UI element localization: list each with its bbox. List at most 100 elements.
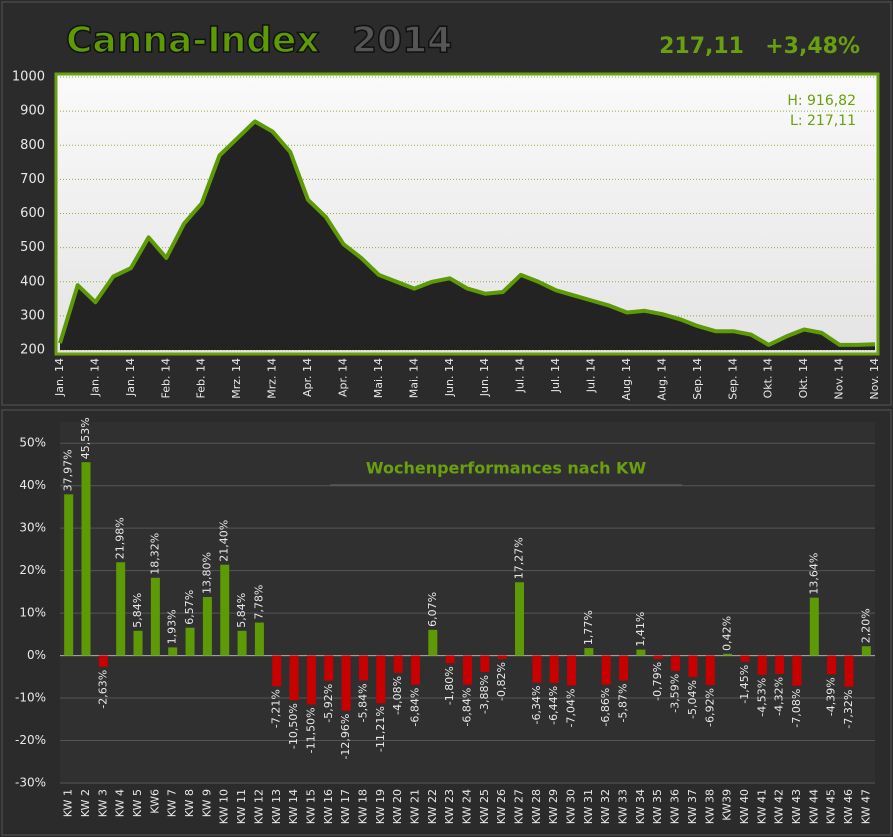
x-tick-label: KW 28 [530,789,543,824]
line [58,119,876,347]
x-tick-label: KW 30 [565,789,578,824]
bar [237,630,247,656]
bar [549,655,559,683]
x-tick-label: KW 21 [408,789,421,824]
x-tick-label: KW 29 [547,789,560,824]
x-tick-label: Jul. 14 [585,358,598,393]
value-label: 1,77% [582,610,595,645]
x-tick-label: KW 35 [651,789,664,824]
x-tick-label: KW 41 [755,789,768,824]
x-tick-label: Nov. 14 [833,358,846,400]
x-tick-label: KW 33 [617,789,630,824]
value-label: -5,04% [686,680,699,719]
y-tick-label: -30% [15,776,46,790]
x-tick-label: KW 20 [391,789,404,824]
bar [428,629,438,656]
value-label: 18,32% [148,533,161,575]
bar [376,655,386,704]
x-tick-label: KW6 [148,789,161,814]
bar [653,655,663,659]
bar [150,577,160,656]
bar [844,655,854,687]
value-label: -3,88% [478,675,491,714]
y-tick-label: 800 [20,138,45,153]
x-tick-label: KW 25 [478,789,491,824]
bar [463,655,472,685]
x-tick-label: Mrz. 14 [266,358,279,399]
bar [532,655,542,683]
y-tick-label: 300 [20,308,45,323]
x-tick-label: Jul. 14 [514,358,527,393]
x-tick-label: Jul. 14 [549,358,562,393]
x-tick-label: KW 44 [807,789,820,824]
bar [358,655,368,681]
bar [705,655,715,685]
y-tick-label: 200 [20,343,45,358]
bar [272,655,282,687]
bar [619,655,629,681]
bar [393,655,403,673]
y-tick-label: 0% [27,648,46,662]
bar [81,462,91,656]
bar [202,596,212,656]
x-tick-label: Aug. 14 [620,358,633,400]
value-label: -4,08% [391,676,404,715]
value-label: -4,53% [755,678,768,717]
y-tick-label: 20% [19,563,46,577]
value-label: -4,32% [773,677,786,716]
x-tick-label: KW 45 [825,789,838,824]
value-label: -5,87% [617,684,630,723]
x-tick-label: KW 37 [686,789,699,824]
x-tick-label: Mai. 14 [407,358,420,398]
x-tick-label: Jan. 14 [53,358,66,397]
value-label: 6,07% [426,592,439,627]
x-tick-label: Mai. 14 [372,358,385,398]
bar [671,655,681,671]
value-label: -11,21% [374,706,387,752]
x-tick-label: KW 9 [200,789,213,817]
bar [497,655,507,660]
x-tick-label: KW 40 [738,789,751,824]
value-label: 5,84% [131,593,144,628]
value-label: 13,64% [807,553,820,595]
bar [567,655,577,686]
x-tick-label: Feb. 14 [159,358,172,398]
y-tick-label: 400 [20,274,45,289]
x-tick-label: Nov. 14 [868,358,881,400]
x-tick-label: KW 42 [773,789,786,824]
bar [133,630,143,656]
bar [410,655,420,685]
low-label: L: 217,11 [790,113,856,129]
x-tick-label: KW39 [721,789,734,821]
bar [324,655,334,681]
value-label: -1,80% [443,666,456,705]
x-tick-label: Okt. 14 [797,358,810,398]
plot-area [60,422,875,784]
x-tick-label: Apr. 14 [336,358,349,397]
area-fill [60,121,875,351]
value-label: 2,20% [859,608,872,643]
bar [341,655,351,711]
value-label: -6,92% [703,688,716,727]
x-tick-label: Sep. 14 [726,358,739,400]
bar [254,622,264,656]
bar [809,597,819,656]
x-tick-label: KW 13 [270,789,283,824]
y-tick-label: 700 [20,172,45,187]
bar [636,649,646,656]
bar [289,655,299,701]
value-label: -6,84% [461,688,474,727]
x-tick-label: KW 24 [461,789,474,824]
bar [740,655,750,662]
x-tick-label: KW 31 [582,789,595,824]
bar [827,655,837,675]
bar [861,646,871,656]
y-tick-label: 1000 [12,70,45,85]
x-tick-label: KW 2 [79,789,92,817]
x-tick-label: KW 16 [322,789,335,824]
value-label: -0,79% [651,662,664,701]
x-tick-label: Mrz. 14 [230,358,243,399]
x-tick-label: KW 27 [513,789,526,824]
x-tick-label: KW 7 [166,789,179,817]
bar [688,655,698,677]
